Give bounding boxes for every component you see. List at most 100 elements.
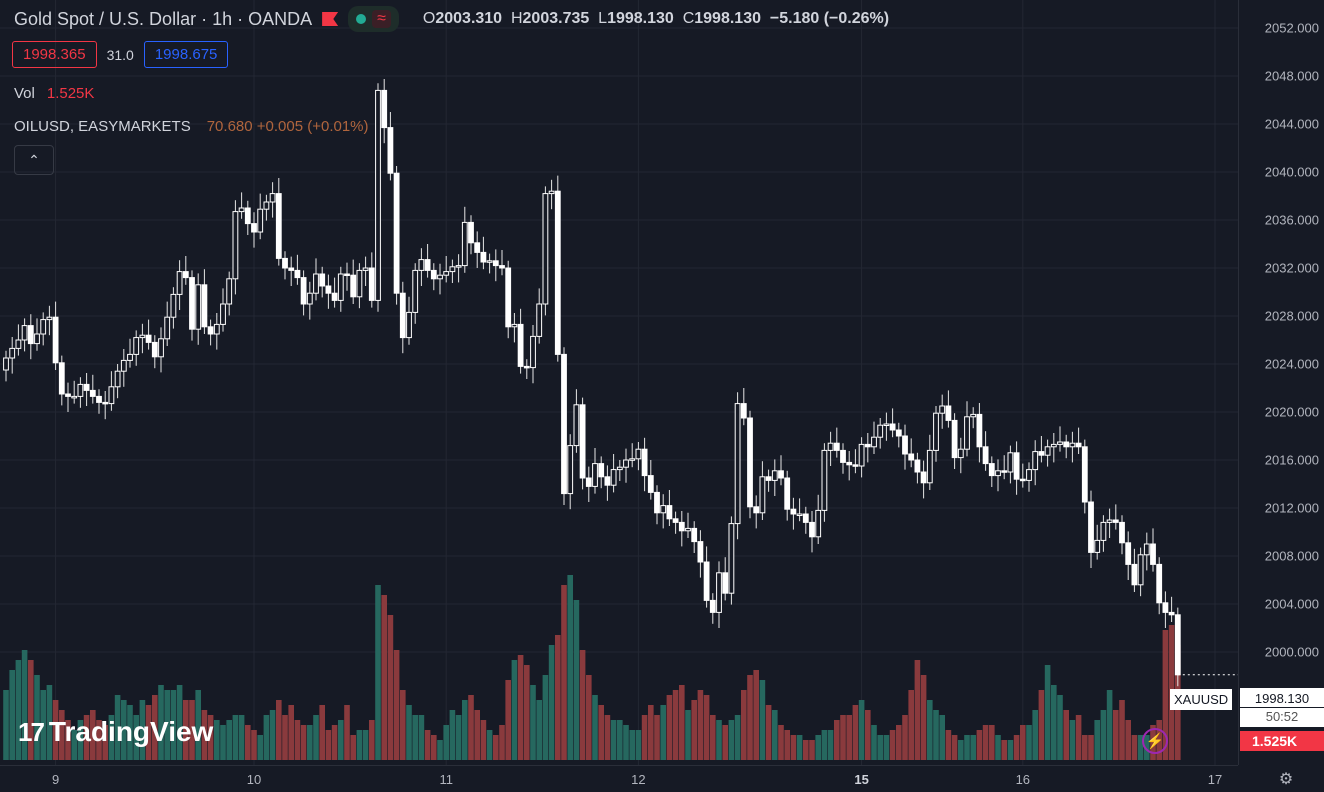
candle-body <box>833 442 840 451</box>
chart-grid <box>0 0 1238 765</box>
volume-bar <box>914 660 921 760</box>
volume-bar <box>207 715 214 760</box>
price-chart[interactable] <box>0 0 1238 765</box>
compare-symbol-legend[interactable]: OILUSD, EASYMARKETS 70.680 +0.005 (+0.01%… <box>14 118 369 135</box>
candle-body <box>263 201 270 210</box>
buy-button[interactable]: 1998.675 <box>143 41 229 68</box>
candle-body <box>257 208 264 233</box>
price-tick-label: 2052.000 <box>1264 20 1319 36</box>
volume-bar <box>431 735 437 760</box>
candle-body <box>381 89 388 129</box>
time-tick-label: 10 <box>246 772 262 787</box>
volume-legend[interactable]: Vol 1.525K <box>14 85 94 102</box>
volume-bar <box>524 665 530 760</box>
candle-body <box>753 506 760 514</box>
collapse-legend-button[interactable]: ⌃ <box>14 145 54 175</box>
volume-bar <box>989 725 995 760</box>
volume-bar <box>908 690 914 760</box>
volume-bar <box>455 715 462 760</box>
volume-bar <box>722 725 728 760</box>
candle-body <box>821 449 828 511</box>
candle-body <box>889 423 896 431</box>
volume-bar <box>1057 695 1063 760</box>
volume-bar <box>858 700 865 760</box>
gear-icon[interactable]: ⚙ <box>1278 771 1294 788</box>
time-tick-label: 11 <box>439 772 453 787</box>
volume-bar <box>865 710 871 760</box>
candle-body <box>914 459 921 473</box>
candle-body <box>430 269 437 280</box>
volume-bar <box>821 730 828 760</box>
volume-bar <box>83 715 90 760</box>
time-scale[interactable]: 9 10 11 12 15 16 17 <box>0 765 1238 792</box>
volume-bar <box>1094 720 1100 760</box>
volume-bar <box>703 695 710 760</box>
candle-body <box>1143 543 1150 556</box>
candle-body <box>827 442 834 451</box>
candle-body <box>412 269 419 313</box>
volume-bar <box>598 705 604 760</box>
candle-body <box>871 436 877 448</box>
volume-bar <box>406 705 412 760</box>
candle-body <box>399 292 406 339</box>
candle-body <box>102 401 109 405</box>
volume-bar <box>809 740 815 760</box>
candle-body <box>356 269 363 298</box>
candle-body <box>858 443 865 467</box>
volume-value: 1.525K <box>46 85 95 102</box>
candle-body <box>1106 519 1113 523</box>
volume-bar <box>294 720 301 760</box>
volume-bar <box>15 660 22 760</box>
candle-body <box>1032 451 1039 471</box>
candle-body <box>46 316 53 321</box>
volume-bar <box>319 705 325 760</box>
symbol-title[interactable]: Gold Spot / U.S. Dollar · 1h · OANDA <box>14 8 313 29</box>
candle-body <box>127 353 133 361</box>
candle-body <box>523 365 530 369</box>
candle-body <box>1094 539 1101 553</box>
volume-bar <box>1038 690 1045 760</box>
candle-body <box>1038 451 1045 456</box>
volume-bar <box>77 720 84 760</box>
compare-symbol: OILUSD, EASYMARKETS <box>14 118 191 135</box>
price-tick-label: 2036.000 <box>1264 212 1319 228</box>
volume-bar <box>747 675 753 760</box>
tradingview-logo[interactable]: 17 TradingView <box>18 716 213 748</box>
volume-bar <box>71 730 77 760</box>
volume-price-tag: 1.525K <box>1240 731 1324 751</box>
candle-body <box>375 89 381 301</box>
volume-bar <box>889 730 896 760</box>
volume-bar <box>635 730 642 760</box>
candle-body <box>877 424 884 438</box>
volume-bar <box>443 725 449 760</box>
sell-button[interactable]: 1998.365 <box>12 41 97 68</box>
volume-bar <box>790 735 797 760</box>
price-scale[interactable]: 2052.000 2048.000 2044.000 2040.000 2036.000… <box>1238 0 1324 765</box>
volume-bar <box>970 735 976 760</box>
volume-bar <box>654 715 660 760</box>
candle-body <box>920 471 927 484</box>
volume-bar <box>226 720 232 760</box>
candle-body <box>158 338 164 358</box>
candle-body <box>654 491 660 514</box>
candle-body <box>418 259 425 271</box>
volume-bar <box>561 585 567 760</box>
market-status[interactable]: ≈ <box>348 6 399 32</box>
volume-bar <box>697 690 704 760</box>
volume-bar <box>629 730 635 760</box>
volume-bar <box>517 655 524 760</box>
time-tick-label: 9 <box>51 772 60 787</box>
lightning-icon[interactable]: ⚡ <box>1142 728 1168 754</box>
candle-body <box>1100 521 1107 541</box>
volume-bar <box>803 740 809 760</box>
flag-icon[interactable] <box>322 12 339 26</box>
candle-body <box>1119 521 1125 544</box>
volume-bar <box>21 650 28 760</box>
candle-body <box>623 459 629 468</box>
candle-body <box>561 353 567 495</box>
volume-bar <box>672 690 679 760</box>
candle-body <box>778 470 784 479</box>
volume-bar <box>369 720 375 760</box>
candle-body <box>864 443 871 448</box>
volume-bar <box>933 710 939 760</box>
